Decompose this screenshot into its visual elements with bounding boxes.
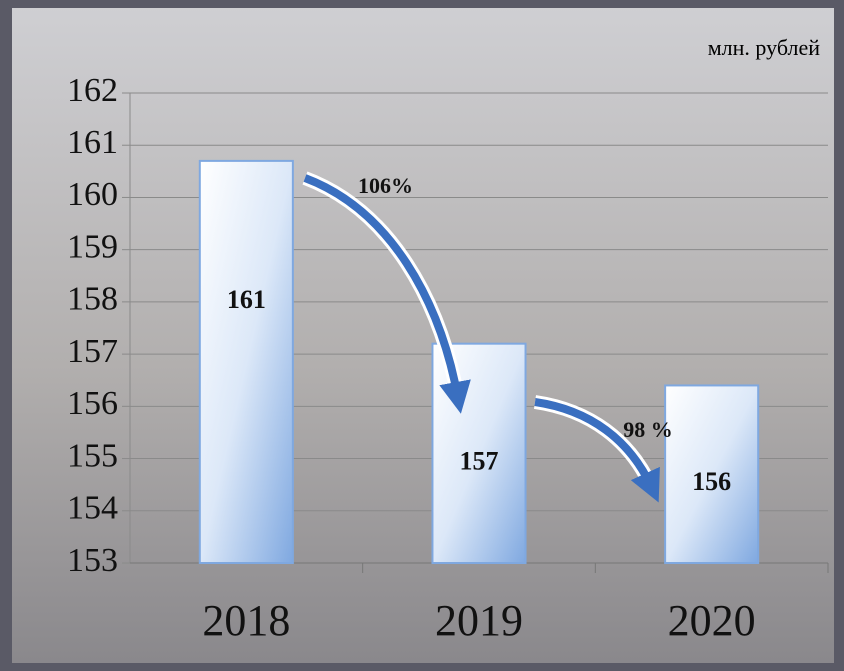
x-tick-label: 2020 [668,596,756,645]
y-tick-label: 158 [67,281,118,318]
arrow [534,398,660,503]
y-tick-label: 161 [67,124,118,161]
y-tick-label: 157 [67,333,118,370]
annotation: 98 % [623,417,673,442]
bar [664,384,760,565]
panel [12,8,834,663]
value-label: 156 [692,467,731,496]
unit-label: млн. рублей [708,35,820,60]
y-tick-label: 155 [67,437,118,474]
x-tick-label: 2019 [435,596,523,645]
annotation: 106% [358,173,413,198]
value-label: 161 [227,285,266,314]
y-tick-label: 153 [67,542,118,579]
y-tick-label: 156 [67,385,118,422]
value-label: 157 [460,446,499,475]
y-tick-label: 162 [67,72,118,109]
bar [198,159,294,564]
arrow [303,174,471,414]
y-tick-label: 154 [67,490,118,527]
x-tick-label: 2018 [202,596,290,645]
y-tick-label: 159 [67,228,118,265]
y-tick-label: 160 [67,176,118,213]
